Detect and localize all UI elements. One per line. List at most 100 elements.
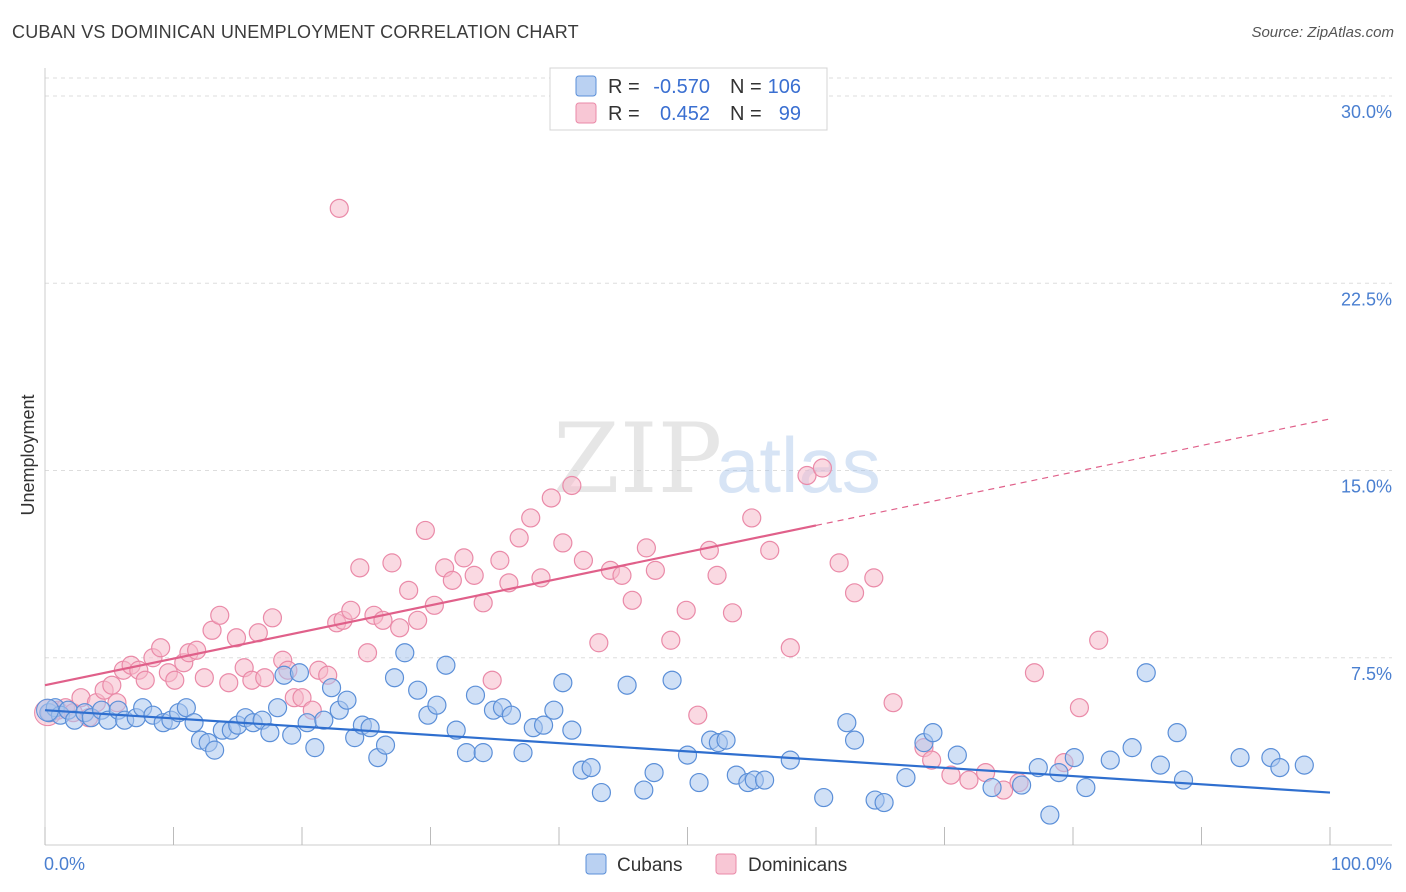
dominicans-point bbox=[553, 533, 573, 553]
dominicans-point bbox=[187, 640, 207, 660]
cubans-point bbox=[1100, 750, 1120, 770]
dominicans-point bbox=[408, 610, 428, 630]
cubans-point bbox=[436, 655, 456, 675]
cubans-point bbox=[662, 670, 682, 690]
dominicans-point bbox=[645, 560, 665, 580]
cubans-point bbox=[1294, 755, 1314, 775]
dominicans-point bbox=[959, 770, 979, 790]
trend-lines bbox=[44, 418, 1331, 794]
dominicans-point bbox=[707, 565, 727, 585]
dominicans-point bbox=[482, 670, 502, 690]
cubans-point bbox=[1049, 762, 1069, 783]
y-tick-label: 7.5% bbox=[1351, 664, 1392, 684]
watermark-atlas: atlas bbox=[716, 421, 881, 509]
source-note: Source: ZipAtlas.com bbox=[1251, 24, 1394, 41]
dominicans-point bbox=[573, 550, 594, 570]
cubans-point bbox=[289, 663, 310, 683]
dominicans-point bbox=[1089, 630, 1109, 650]
dominicans-point bbox=[541, 488, 561, 508]
dominicans-point bbox=[219, 673, 239, 693]
cubans-point bbox=[544, 700, 564, 720]
dominicans-point bbox=[329, 198, 349, 218]
dominicans-point bbox=[883, 693, 903, 713]
legend-swatch-dominicans bbox=[575, 102, 597, 124]
cubans-point bbox=[982, 777, 1002, 798]
bottom-legend-label-cubans: Cubans bbox=[617, 855, 683, 876]
dominicans-point bbox=[829, 553, 849, 573]
bottom-legend-swatch-dominicans bbox=[715, 853, 737, 875]
bottom-legend-swatch-cubans bbox=[585, 853, 607, 875]
dominicans-point bbox=[780, 638, 800, 658]
dominicans-point bbox=[341, 600, 361, 620]
cubans-point bbox=[408, 680, 428, 700]
cubans-point bbox=[634, 780, 654, 800]
dominicans-point bbox=[661, 630, 681, 650]
dominicans-point bbox=[1024, 663, 1045, 683]
y-tick-label: 30.0% bbox=[1341, 102, 1392, 122]
tick-labels: 7.5% 15.0% 22.5% 30.0% 0.0% 100.0% bbox=[44, 102, 1392, 874]
dominicans-point bbox=[202, 620, 222, 640]
cubans-point bbox=[184, 713, 204, 733]
x-tick-label-min: 0.0% bbox=[44, 854, 85, 874]
cubans-point bbox=[1230, 748, 1250, 768]
cubans-point bbox=[947, 745, 967, 765]
cubans-point bbox=[780, 750, 800, 770]
cubans-point bbox=[844, 730, 865, 750]
cubans-point bbox=[321, 678, 342, 698]
dominicans-point bbox=[415, 520, 435, 541]
cubans-point bbox=[395, 643, 415, 663]
dominicans-point bbox=[688, 705, 708, 725]
bottom-legend-label-dominicans: Dominicans bbox=[748, 855, 847, 876]
legend-r-value-dominicans: 0.452 bbox=[660, 103, 710, 125]
cubans-point bbox=[260, 723, 280, 743]
cubans-point bbox=[1011, 775, 1032, 795]
legend-n-value-dominicans: 99 bbox=[779, 103, 801, 125]
y-axis-label: Unemployment bbox=[18, 394, 38, 515]
cubans-point bbox=[837, 713, 857, 733]
dominicans-point bbox=[622, 590, 642, 610]
dominicans-point bbox=[399, 580, 419, 600]
legend-n-label-dominicans: N = bbox=[730, 103, 762, 125]
dominicans-point bbox=[165, 670, 185, 690]
cubans-trend-line bbox=[44, 709, 1331, 794]
dominicans-point bbox=[742, 508, 762, 528]
x-tick-label-max: 100.0% bbox=[1331, 854, 1392, 874]
watermark-zip: ZIP bbox=[553, 403, 722, 515]
cubans-point bbox=[465, 685, 486, 705]
dominicans-point bbox=[812, 458, 833, 478]
cubans-point bbox=[814, 787, 834, 808]
dominicans-point bbox=[521, 508, 541, 528]
dominicans-point bbox=[922, 750, 942, 770]
dominicans-point bbox=[226, 628, 247, 648]
cubans-point bbox=[617, 675, 637, 695]
legend: R = -0.570 N = 106 R = 0.452 N = 99 bbox=[549, 67, 828, 131]
dominicans-point bbox=[357, 643, 378, 663]
y-tick-label: 22.5% bbox=[1341, 289, 1392, 309]
cubans-point bbox=[1040, 805, 1060, 825]
dominicans-point bbox=[464, 565, 484, 585]
cubans-point bbox=[562, 720, 582, 740]
dominicans-point bbox=[135, 670, 155, 690]
cubans-point bbox=[513, 743, 533, 763]
cubans-point bbox=[384, 668, 405, 688]
dominicans-point bbox=[490, 550, 510, 570]
cubans-point bbox=[337, 690, 357, 710]
cubans-point bbox=[677, 745, 698, 765]
dominicans-point bbox=[255, 668, 275, 688]
cubans-point bbox=[1122, 738, 1142, 758]
cubans-point bbox=[375, 735, 396, 755]
dominicans-point bbox=[722, 603, 743, 623]
dominicans-point bbox=[210, 605, 230, 625]
dominicans-point bbox=[262, 608, 283, 628]
legend-r-label-dominicans: R = bbox=[608, 103, 640, 125]
cubans-point bbox=[689, 772, 709, 793]
cubans-point bbox=[533, 715, 554, 735]
legend-r-label-cubans: R = bbox=[608, 76, 640, 98]
cubans-point bbox=[282, 725, 302, 745]
cubans-point bbox=[581, 758, 601, 778]
dominicans-point bbox=[151, 638, 171, 658]
cubans-point bbox=[1136, 663, 1156, 683]
dominicans-point bbox=[612, 565, 632, 585]
cubans-point bbox=[754, 770, 775, 790]
